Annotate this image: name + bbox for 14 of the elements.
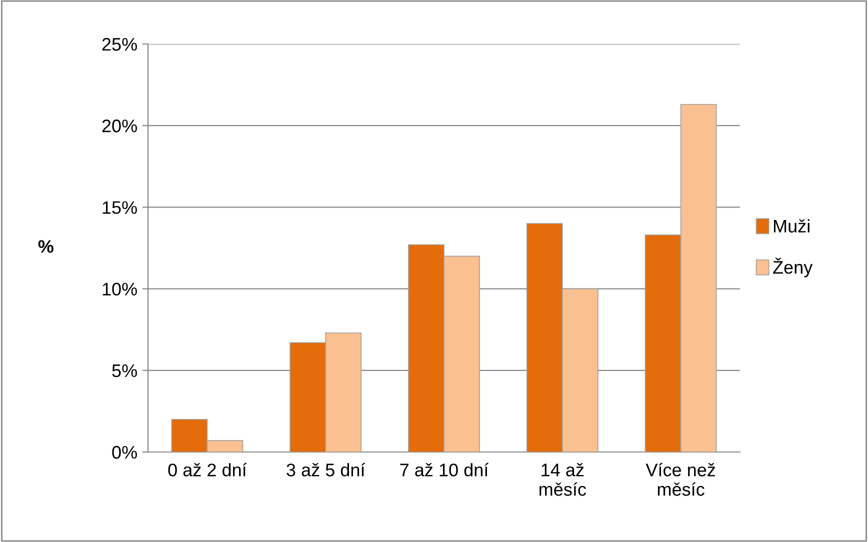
x-tick-label: 14 až měsíc — [540, 463, 586, 496]
legend-label: Muži — [774, 219, 810, 233]
y-tick-label: 10% — [102, 282, 137, 296]
y-tick-label: 20% — [102, 120, 137, 132]
y-tick-label: 25% — [102, 38, 137, 51]
legend-label: Ženy — [773, 258, 813, 278]
y-tick-label: 0% — [112, 446, 137, 459]
y-tick-label: 5% — [112, 364, 137, 378]
x-tick-label: 3 až 5 dní — [286, 462, 366, 476]
x-tick-label: 0 až 2 dní — [168, 462, 247, 476]
y-tick-label: 15% — [102, 201, 137, 214]
x-tick-label: 7 až 10 dní — [400, 462, 489, 476]
x-tick-label: Více než měsíc — [646, 462, 716, 496]
y-axis-title: % — [38, 240, 54, 253]
